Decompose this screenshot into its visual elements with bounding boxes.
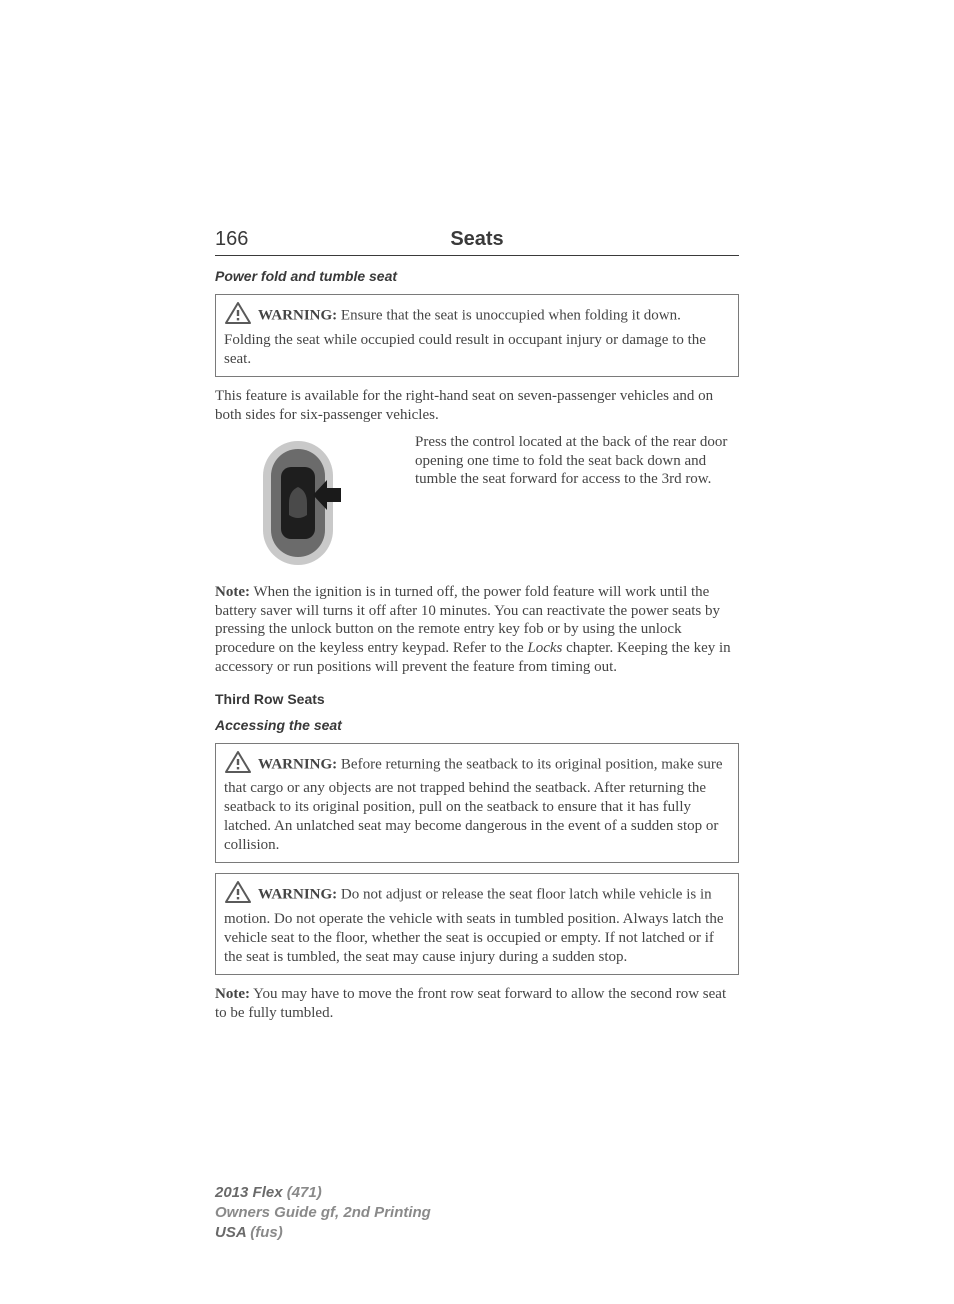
note-text: You may have to move the front row seat …: [215, 986, 726, 1021]
figure-row: Press the control located at the back of…: [215, 433, 739, 573]
footer-region-code: (fus): [250, 1224, 283, 1241]
page-header: 166 Seats: [215, 228, 739, 256]
footer-model: 2013 Flex: [215, 1184, 287, 1201]
page-footer: 2013 Flex (471) Owners Guide gf, 2nd Pri…: [215, 1183, 739, 1244]
footer-line-3: USA (fus): [215, 1223, 739, 1243]
note-label: Note:: [215, 584, 250, 600]
warning-box-2: WARNING: Before returning the seatback t…: [215, 743, 739, 864]
heading-power-fold: Power fold and tumble seat: [215, 268, 739, 284]
warning-box-3: WARNING: Do not adjust or release the se…: [215, 873, 739, 975]
warning-box-1: WARNING: Ensure that the seat is unoccup…: [215, 294, 739, 377]
warning-icon: [224, 880, 252, 910]
note-label: Note:: [215, 986, 250, 1002]
warning-icon: [224, 750, 252, 780]
footer-line-2: Owners Guide gf, 2nd Printing: [215, 1203, 739, 1223]
page-container: 166 Seats Power fold and tumble seat WAR…: [0, 0, 954, 1304]
note-third-row: Note: You may have to move the front row…: [215, 985, 739, 1023]
warning-label: WARNING:: [258, 307, 337, 323]
warning-icon: [224, 301, 252, 331]
footer-region: USA: [215, 1224, 250, 1241]
footer-line-1: 2013 Flex (471): [215, 1183, 739, 1203]
chapter-title: Seats: [215, 228, 739, 251]
heading-third-row: Third Row Seats: [215, 691, 739, 707]
figure-caption: Press the control located at the back of…: [415, 433, 739, 489]
seat-control-figure: [215, 433, 395, 573]
warning-label: WARNING:: [258, 756, 337, 772]
footer-code: (471): [287, 1184, 322, 1201]
note-power-fold: Note: When the ignition is in turned off…: [215, 583, 739, 677]
heading-accessing: Accessing the seat: [215, 717, 739, 733]
locks-reference: Locks: [527, 640, 562, 656]
warning-label: WARNING:: [258, 887, 337, 903]
paragraph-availability: This feature is available for the right-…: [215, 387, 739, 425]
